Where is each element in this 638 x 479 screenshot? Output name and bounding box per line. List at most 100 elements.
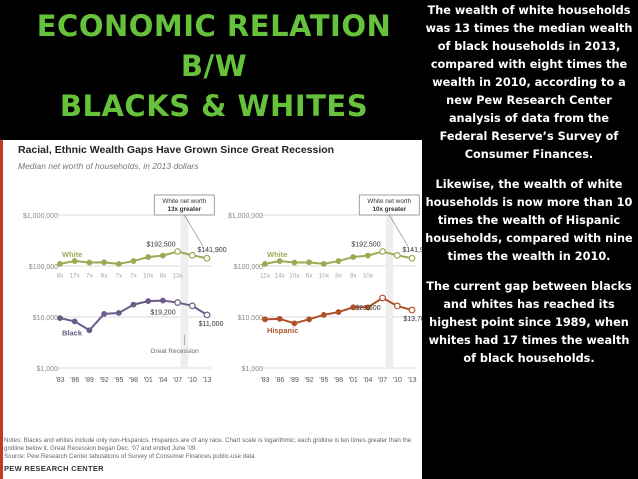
series-point-hispanic <box>408 306 416 314</box>
ratio-label: 10x <box>143 272 154 279</box>
notes-text: Notes: Blacks and whites include only no… <box>4 437 412 452</box>
data-label: $11,000 <box>199 321 224 328</box>
series-point-white <box>71 258 78 264</box>
y-tick-label: $1,000 <box>242 366 264 373</box>
series-point-hispanic <box>365 304 371 311</box>
chart-notes: Notes: Blacks and whites include only no… <box>4 437 418 461</box>
callout-line-1: White net worth <box>367 198 411 205</box>
text-column: The wealth of white households was 13 ti… <box>424 2 634 380</box>
series-point-hispanic <box>320 311 327 318</box>
series-point-black <box>203 311 211 319</box>
x-tick-label: '92 <box>305 377 314 384</box>
y-tick-label: $10,000 <box>238 315 263 322</box>
brand-label: PEW RESEARCH CENTER <box>4 464 104 473</box>
title-line-2: B/W <box>180 49 248 83</box>
series-point-hispanic <box>262 316 268 323</box>
data-label: $23,600 <box>355 305 380 312</box>
series-point-hispanic <box>350 304 357 311</box>
title-line-1: ECONOMIC RELATION <box>36 9 392 43</box>
series-point-hispanic <box>291 320 298 327</box>
x-tick-label: '95 <box>319 377 328 384</box>
data-label: $141,900 <box>197 247 226 254</box>
ratio-label: 7x <box>130 272 138 279</box>
y-tick-label: $100,000 <box>234 264 263 271</box>
ratio-label: 10x <box>363 272 374 279</box>
recession-band <box>385 205 394 368</box>
ratio-label: 14x <box>274 272 285 279</box>
series-point-hispanic <box>393 302 401 310</box>
chart-svg: $1,000,000 $100,000 $10,000 $1,000 Great Rec… <box>23 194 422 384</box>
slide-title: ECONOMIC RELATION B/W BLACKS & WHITES <box>14 6 414 126</box>
x-tick-label: '07 <box>173 377 182 384</box>
series-point-hispanic <box>335 309 342 315</box>
ratio-label: 9x <box>350 272 358 279</box>
ratio-label: 13x <box>172 272 183 279</box>
ratio-label: 11x <box>260 272 271 279</box>
ratio-label: 8x <box>57 272 65 279</box>
x-tick-label: '13 <box>202 377 211 384</box>
callout-line-2: 10x greater <box>372 206 406 213</box>
series-point-hispanic <box>276 315 283 322</box>
x-tick-label: '10 <box>393 377 402 384</box>
series-name-label: Black <box>62 328 83 337</box>
series-point-hispanic <box>379 294 387 302</box>
series-point-white <box>291 259 298 266</box>
x-tick-label: '04 <box>363 377 372 384</box>
chart-figure: Racial, Ethnic Wealth Gaps Have Grown Si… <box>0 140 422 479</box>
x-tick-label: '13 <box>407 377 416 384</box>
series-point-white <box>379 248 387 255</box>
data-label: $141,900 <box>402 247 422 254</box>
ratio-label: 6x <box>306 272 314 279</box>
x-tick-label: '86 <box>70 377 79 384</box>
source-text: Source: Pew Research Center tabulations … <box>4 453 255 460</box>
series-point-black <box>188 302 196 310</box>
x-tick-label: '01 <box>349 377 358 384</box>
x-tick-label: '98 <box>334 377 343 384</box>
ratio-label: 17x <box>69 272 80 279</box>
series-point-white <box>335 258 342 264</box>
x-tick-label: '98 <box>129 377 138 384</box>
ratio-label: 10x <box>289 272 300 279</box>
ratio-label: 8x <box>335 272 343 279</box>
x-tick-label: '83 <box>260 377 269 384</box>
x-tick-label: '04 <box>158 377 167 384</box>
ratio-label: 6x <box>101 272 109 279</box>
accent-bar <box>0 140 3 479</box>
series-point-white <box>262 260 268 267</box>
series-point-white <box>130 258 137 264</box>
x-tick-label: '92 <box>100 377 109 384</box>
series-point-black <box>130 301 137 308</box>
series-point-black <box>174 299 182 306</box>
series-point-white <box>276 258 283 264</box>
x-tick-label: '89 <box>290 377 299 384</box>
series-point-black <box>159 297 166 304</box>
series-point-black <box>101 311 107 317</box>
series-name-label: White <box>62 250 82 259</box>
series-point-black <box>115 310 122 316</box>
x-tick-label: '10 <box>188 377 197 384</box>
y-tick-label: $1,000,000 <box>23 213 58 220</box>
y-tick-label: $1,000 <box>37 366 59 373</box>
x-tick-label: '07 <box>378 377 387 384</box>
series-point-black <box>57 315 63 322</box>
chart-title: Racial, Ethnic Wealth Gaps Have Grown Si… <box>18 144 335 156</box>
series-point-white <box>115 260 122 267</box>
series-point-white <box>320 260 327 267</box>
series-name-label: White <box>267 250 287 259</box>
data-label: $19,200 <box>150 310 175 317</box>
callout-line-2: 13x greater <box>167 206 201 213</box>
ratio-label: 7x <box>115 272 123 279</box>
ratio-label: 8x <box>159 272 167 279</box>
paragraph-3: The current gap between blacks and white… <box>426 280 632 365</box>
series-point-white <box>188 251 196 259</box>
series-point-white <box>365 252 371 259</box>
paragraph-2: Likewise, the wealth of white households… <box>425 178 633 263</box>
callout-pointer <box>388 214 409 247</box>
data-label: $13,700 <box>403 316 422 323</box>
series-point-white <box>408 254 416 262</box>
series-point-white <box>306 259 313 266</box>
series-point-black <box>71 318 78 325</box>
series-point-hispanic <box>306 316 313 323</box>
chart-subtitle: Median net worth of households, in 2013 … <box>18 161 199 171</box>
series-point-white <box>203 254 211 262</box>
